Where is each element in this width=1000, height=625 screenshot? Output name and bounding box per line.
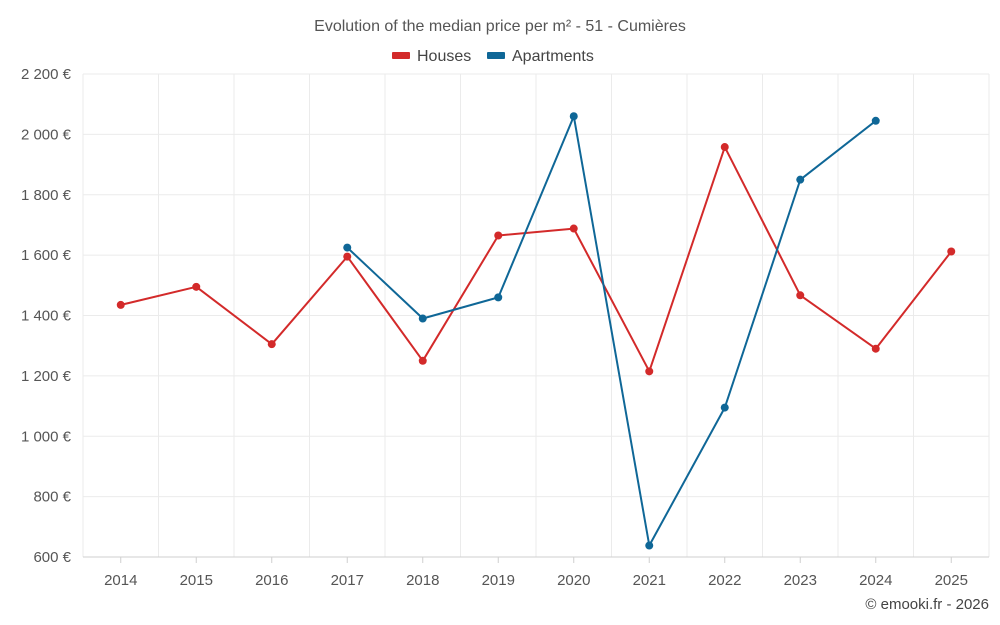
x-tick-label: 2020 bbox=[557, 572, 590, 589]
y-tick-label: 2 000 € bbox=[21, 126, 72, 143]
x-tick-label: 2019 bbox=[482, 572, 515, 589]
axes: 600 € 800 € 1 000 € 1 200 € 1 400 € 1 600 € 1 … bbox=[21, 66, 989, 589]
series bbox=[116, 112, 956, 550]
data-point-apartments-2023[interactable] bbox=[796, 175, 805, 184]
series-line-houses bbox=[120, 146, 953, 373]
legend-label-houses: Houses bbox=[417, 48, 471, 65]
data-point-houses-2020[interactable] bbox=[569, 224, 578, 233]
legend-swatch-houses bbox=[392, 52, 410, 59]
data-point-houses-2016[interactable] bbox=[267, 340, 276, 349]
y-tick-label: 600 € bbox=[33, 549, 71, 566]
data-point-apartments-2021[interactable] bbox=[645, 541, 654, 550]
data-point-houses-2017[interactable] bbox=[343, 252, 352, 261]
legend-swatch-apartments bbox=[487, 52, 505, 59]
data-point-apartments-2018[interactable] bbox=[418, 314, 427, 323]
series-line-apartments bbox=[346, 115, 877, 547]
data-point-houses-2025[interactable] bbox=[947, 247, 956, 256]
data-point-houses-2022[interactable] bbox=[720, 143, 729, 152]
grid bbox=[82, 73, 990, 557]
y-tick-label: 1 800 € bbox=[21, 187, 72, 204]
series-houses bbox=[116, 143, 956, 376]
data-point-apartments-2024[interactable] bbox=[871, 116, 880, 125]
x-tick-label: 2021 bbox=[633, 572, 666, 589]
data-point-houses-2024[interactable] bbox=[871, 344, 880, 353]
y-tick-label: 2 200 € bbox=[21, 66, 72, 83]
legend-item-apartments[interactable]: Apartments bbox=[487, 48, 594, 65]
legend-item-houses[interactable]: Houses bbox=[392, 48, 471, 65]
data-point-apartments-2022[interactable] bbox=[720, 403, 729, 412]
series-apartments bbox=[343, 112, 880, 550]
data-point-houses-2019[interactable] bbox=[494, 231, 503, 240]
data-point-apartments-2020[interactable] bbox=[569, 112, 578, 121]
x-tick-label: 2024 bbox=[859, 572, 892, 589]
y-tick-label: 1 400 € bbox=[21, 308, 72, 325]
x-tick-label: 2023 bbox=[784, 572, 817, 589]
x-tick-label: 2022 bbox=[708, 572, 741, 589]
x-tick-label: 2025 bbox=[935, 572, 968, 589]
legend-label-apartments: Apartments bbox=[512, 48, 594, 65]
x-tick-label: 2016 bbox=[255, 572, 288, 589]
y-tick-label: 1 200 € bbox=[21, 368, 72, 385]
data-point-houses-2015[interactable] bbox=[192, 282, 201, 291]
data-point-houses-2018[interactable] bbox=[418, 356, 427, 365]
data-point-houses-2023[interactable] bbox=[796, 291, 805, 300]
data-point-houses-2014[interactable] bbox=[116, 300, 125, 309]
legend: Houses Apartments bbox=[392, 48, 594, 65]
data-point-apartments-2017[interactable] bbox=[343, 243, 352, 252]
x-tick-label: 2015 bbox=[180, 572, 213, 589]
y-tick-label: 800 € bbox=[33, 489, 71, 506]
y-tick-label: 1 600 € bbox=[21, 247, 72, 264]
x-tick-label: 2018 bbox=[406, 572, 439, 589]
x-tick-label: 2017 bbox=[331, 572, 364, 589]
x-tick-label: 2014 bbox=[104, 572, 137, 589]
y-tick-label: 1 000 € bbox=[21, 428, 72, 445]
credit-text: © emooki.fr - 2026 bbox=[865, 596, 989, 613]
data-point-houses-2021[interactable] bbox=[645, 367, 654, 376]
chart-title: Evolution of the median price per m² - 5… bbox=[314, 18, 686, 35]
data-point-apartments-2019[interactable] bbox=[494, 293, 503, 302]
